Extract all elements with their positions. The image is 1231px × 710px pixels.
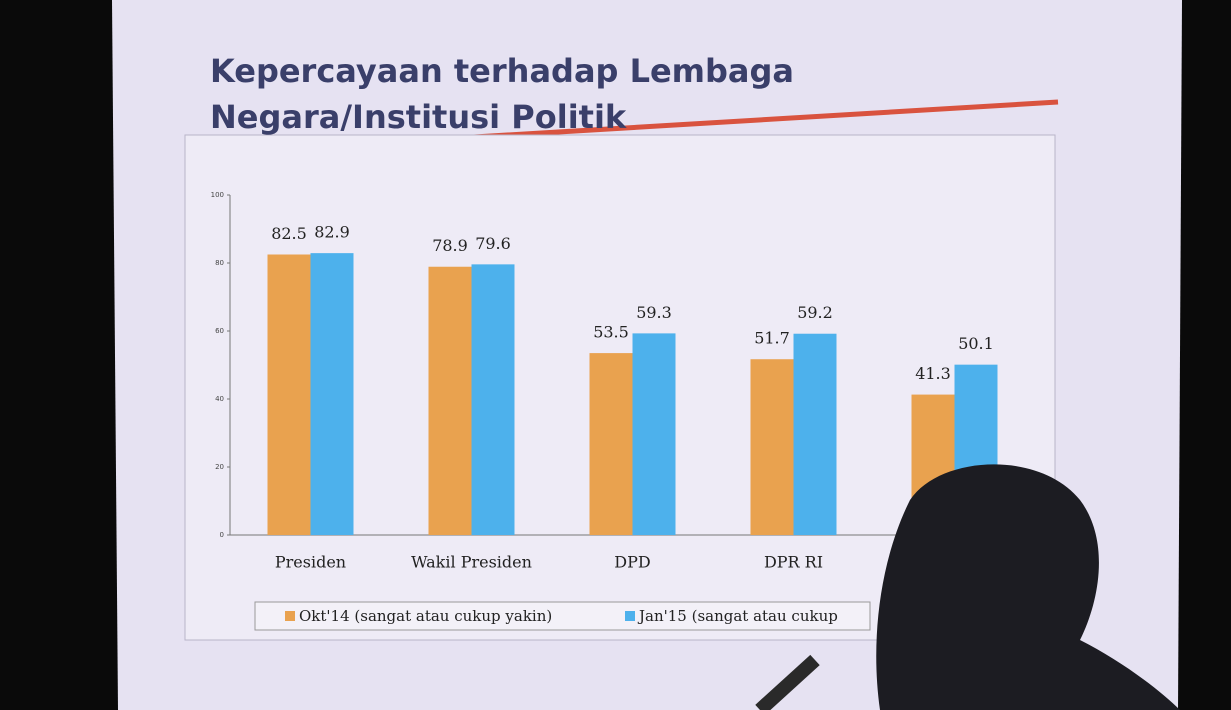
- y-tick-label: 0: [220, 531, 224, 539]
- legend-frame: [254, 601, 871, 631]
- bar: [632, 333, 676, 535]
- bar: [750, 359, 794, 535]
- x-tick-label: Presiden: [275, 553, 346, 572]
- bar: [793, 333, 837, 535]
- legend-swatch: [625, 611, 635, 621]
- value-label: 41.3: [915, 364, 951, 383]
- value-label: 50.1: [958, 334, 994, 353]
- x-tick-label: Wakil Presiden: [411, 553, 532, 572]
- microphone: [755, 654, 820, 710]
- chart-title: Kepercayaan terhadap Lembaga Negara/Inst…: [210, 52, 795, 136]
- x-tick-label: DPD: [614, 553, 650, 572]
- y-tick-label: 20: [215, 463, 224, 471]
- x-tick-label: DPR RI: [764, 553, 823, 572]
- value-label: 59.2: [797, 303, 833, 322]
- bar: [471, 264, 515, 535]
- value-label: 82.9: [314, 223, 350, 242]
- legend-label: Jan'15 (sangat atau cukup: [637, 607, 838, 625]
- value-label: 82.5: [271, 224, 307, 243]
- presenter: [876, 464, 1180, 710]
- y-tick-label: 60: [215, 327, 224, 335]
- value-label: 79.6: [475, 234, 511, 253]
- legend-label: Okt'14 (sangat atau cukup yakin): [299, 607, 552, 625]
- bar: [310, 253, 354, 535]
- value-label: 51.7: [754, 329, 790, 348]
- bar: [589, 353, 633, 535]
- value-label: 59.3: [636, 303, 672, 322]
- y-tick-label: 40: [215, 395, 224, 403]
- legend-swatch: [285, 611, 295, 621]
- bar: [428, 266, 472, 535]
- value-label: 78.9: [432, 236, 468, 255]
- y-tick-label: 100: [211, 191, 224, 199]
- y-tick-label: 80: [215, 259, 224, 267]
- value-label: 53.5: [593, 323, 629, 342]
- bar: [267, 254, 311, 535]
